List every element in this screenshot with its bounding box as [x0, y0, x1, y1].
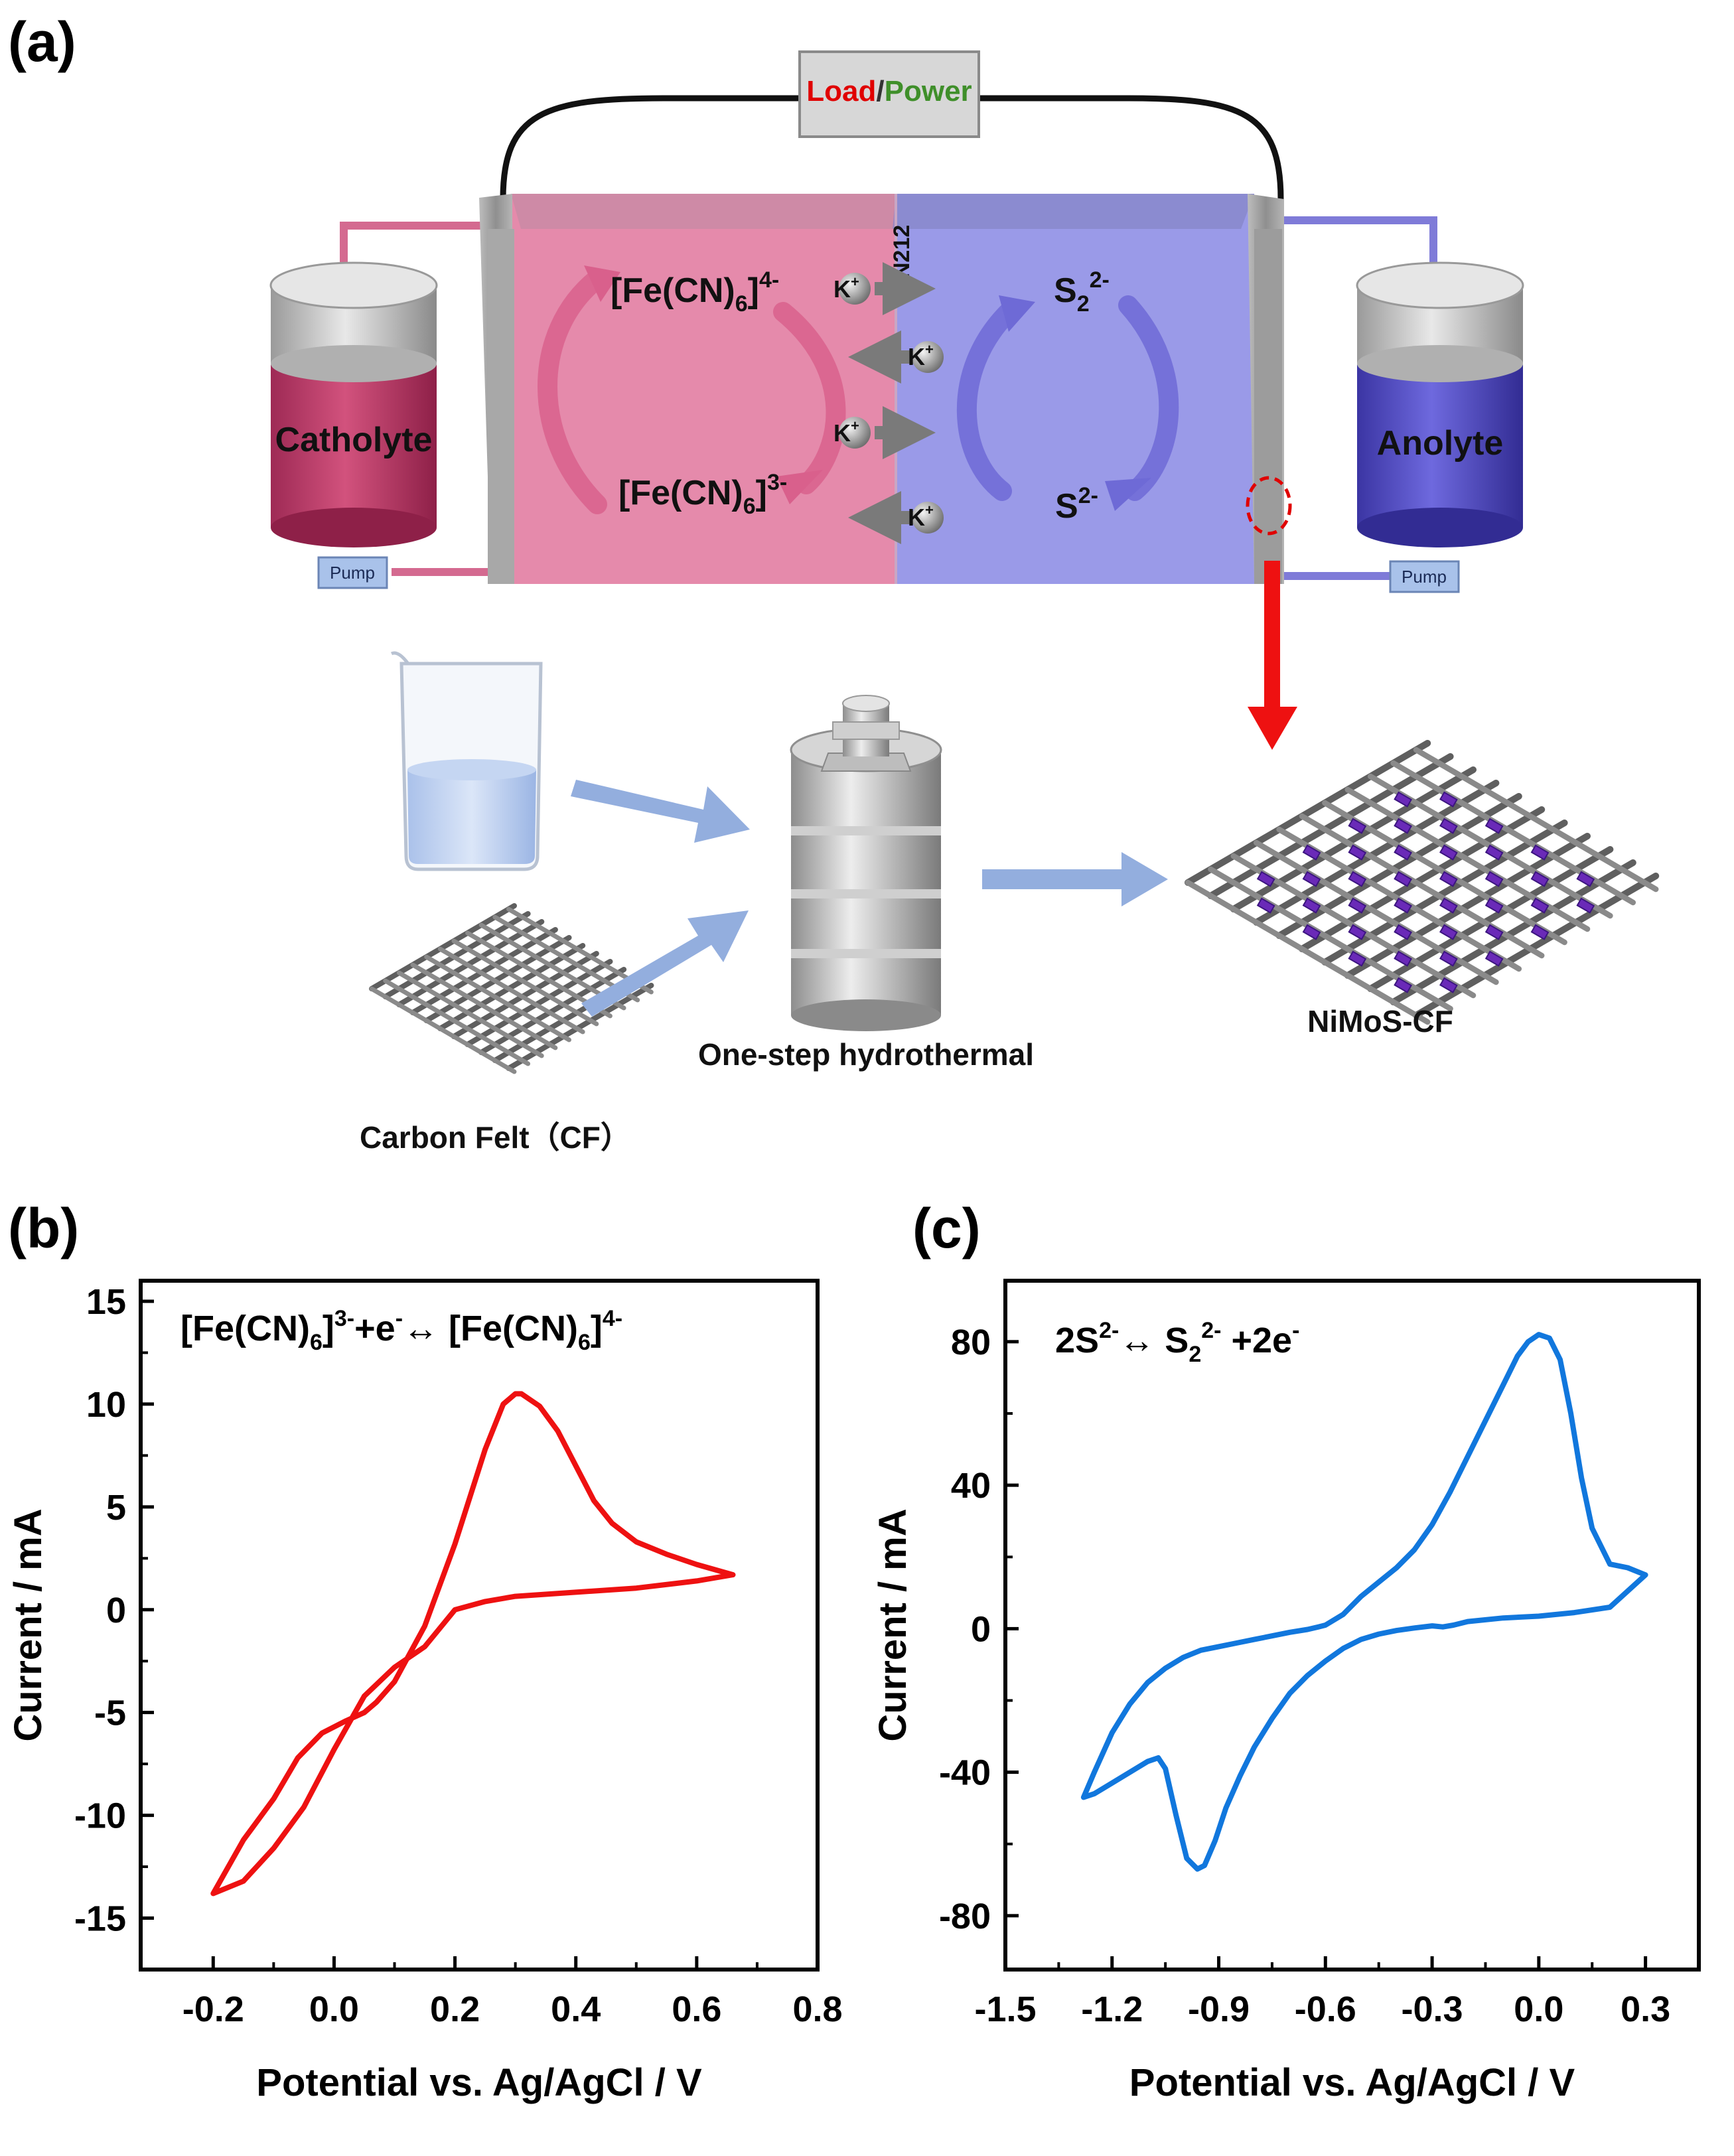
autoclave-icon: [790, 695, 942, 1031]
panel-label-b: (b): [8, 1197, 79, 1259]
x-tick-label: -0.2: [182, 1989, 244, 2029]
x-axis-label: Potential vs. Ag/AgCl / V: [256, 2061, 702, 2104]
plot-frame: [139, 1279, 820, 1972]
x-tick-label: 0.6: [672, 1989, 721, 2029]
synthesis-arrows: [571, 780, 1168, 1017]
plot-frame: [1003, 1279, 1701, 1972]
x-tick-label: 0.0: [1514, 1989, 1563, 2029]
electrode-highlight: [1246, 476, 1292, 536]
anolyte-cycle-arrows: [956, 295, 1179, 511]
ion-back-2: K+: [848, 491, 944, 544]
y-tick-label: 15: [86, 1282, 126, 1322]
pump-left-label: Pump: [330, 563, 375, 583]
carbon-felt-icon: [369, 903, 654, 1074]
product-label: NiMoS-CF: [1307, 1004, 1453, 1039]
x-tick-label: -1.5: [974, 1989, 1036, 2029]
anolyte-label: Anolyte: [1377, 424, 1504, 463]
panel-label-c: (c): [912, 1197, 981, 1259]
cv-plot-c: -1.5 -1.2 -0.9 -0.6 -0.3 0.0 0.3 80 40 0 -40 -80 Pot…: [871, 1279, 1701, 2104]
load-power-box: Load/Power: [798, 50, 980, 138]
catholyte-cycle-arrows: [538, 265, 846, 514]
y-tick-label: -15: [74, 1899, 126, 1939]
ion-back-1: K+: [848, 330, 944, 384]
circuit-wire: [500, 95, 1284, 200]
equation-annotation: 2S2-↔ S22- +2e-: [1055, 1318, 1299, 1367]
panel-label-a: (a): [8, 11, 76, 73]
y-tick-label: 0: [106, 1591, 126, 1630]
svg-text:Load/Power: Load/Power: [806, 75, 972, 108]
x-axis-label: Potential vs. Ag/AgCl / V: [1129, 2061, 1575, 2104]
ferricyanide-label: [Fe(CN)6]3-: [618, 470, 787, 519]
equation-annotation: [Fe(CN)6]3-+e-↔ [Fe(CN)6]4-: [181, 1306, 622, 1355]
cv-plot-b: -0.2 0.0 0.2 0.4 0.6 0.8 15 10 5 0 -5 -10 -15 Potenti…: [7, 1279, 843, 2104]
carbon-felt-label: Carbon Felt（CF）: [360, 1120, 631, 1155]
x-tick-label: 0.4: [551, 1989, 601, 2029]
nimos-cf-icon: [1185, 740, 1660, 1025]
anolyte-tank: Anolyte: [1356, 261, 1524, 547]
x-tick-label: 0.2: [430, 1989, 480, 2029]
y-axis-label: Current / mA: [871, 1508, 914, 1741]
catholyte-tank: Catholyte: [269, 261, 438, 547]
x-tick-label: -0.3: [1402, 1989, 1463, 2029]
x-tick-label: -0.6: [1295, 1989, 1356, 2029]
x-tick-label: 0.8: [792, 1989, 842, 2029]
ferrocyanide-label: [Fe(CN)6]4-: [611, 267, 779, 317]
svg-text:K+: K+: [908, 341, 934, 370]
y-tick-label: 40: [951, 1466, 991, 1506]
x-tick-label: -0.9: [1188, 1989, 1250, 2029]
y-tick-label: -80: [939, 1897, 991, 1936]
ion-transport: K+ K+ K+ K+: [833, 262, 944, 544]
y-axis-label: Current / mA: [7, 1508, 50, 1741]
power-label: Power: [885, 75, 972, 108]
ion-forward-2: K+: [833, 406, 936, 459]
ion-forward-1: K+: [833, 262, 936, 315]
load-label: Load: [806, 75, 876, 108]
y-tick-label: -10: [74, 1796, 126, 1836]
y-tick-label: 0: [971, 1609, 991, 1649]
x-tick-label: 0.0: [309, 1989, 359, 2029]
y-tick-label: 5: [106, 1488, 126, 1528]
y-tick-label: 10: [86, 1385, 126, 1425]
x-tick-label: -1.2: [1081, 1989, 1143, 2029]
svg-text:K+: K+: [908, 502, 934, 531]
y-tick-label: -40: [939, 1753, 991, 1793]
beaker-icon: [390, 651, 543, 871]
catholyte-label: Catholyte: [275, 421, 433, 459]
pump-left: Pump: [317, 556, 388, 589]
cv-curve: [1080, 1332, 1648, 1872]
pump-right: Pump: [1389, 560, 1460, 593]
pump-right-label: Pump: [1402, 567, 1447, 587]
y-tick-label: -5: [94, 1693, 126, 1733]
zoom-arrow: [1248, 561, 1297, 750]
slash-label: /: [876, 75, 884, 108]
cv-curve: [210, 1391, 736, 1897]
membrane-label: N212: [889, 225, 914, 279]
x-tick-label: 0.3: [1621, 1989, 1670, 2029]
hydrothermal-label: One-step hydrothermal: [698, 1037, 1034, 1072]
y-tick-label: 80: [951, 1323, 991, 1362]
